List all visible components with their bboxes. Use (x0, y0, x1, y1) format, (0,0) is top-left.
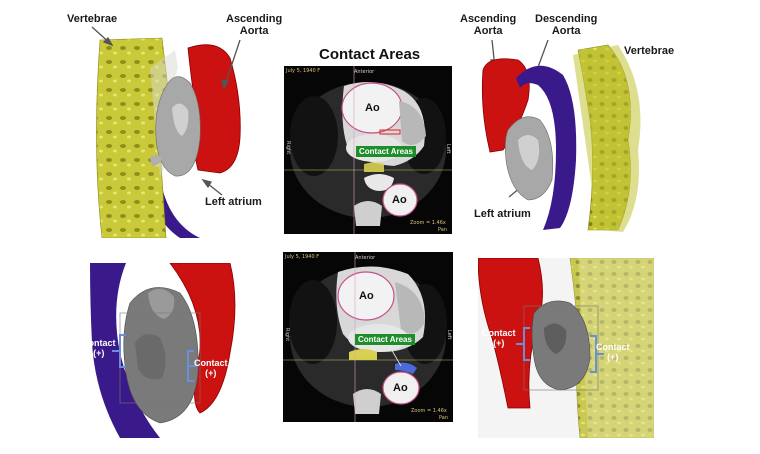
bl-contact-left: Contact (+) (90, 338, 116, 358)
ct-top-ao-lower: Ao (392, 194, 407, 206)
br-contact-left: Contact (+) (482, 328, 516, 348)
ct-top-zoom: Zoom = 1.46x (410, 220, 446, 226)
br-contact-right: Contact (+) (596, 342, 630, 362)
top-right-3d-svg (481, 44, 641, 232)
ct-top-ao-upper: Ao (365, 102, 380, 114)
ct-bottom-zoom: Zoom = 1.46x (411, 408, 447, 414)
label-descending-aorta-tr: Descending Aorta (535, 13, 598, 37)
label-vertebrae-tr: Vertebrae (624, 45, 675, 57)
ct-bottom-left: Left (446, 330, 452, 340)
ct-top-anterior: Anterior (354, 69, 375, 75)
ct-bottom-ao-lower: Ao (393, 382, 408, 394)
ct-bottom-ao-upper: Ao (359, 290, 374, 302)
ct-top-date: July 5, 1940 F (286, 68, 321, 74)
label-left-atrium-tr: Left atrium (474, 208, 531, 220)
bottom-left-brackets (112, 334, 196, 382)
ct-bottom-contact-badge: Contact Areas (355, 334, 415, 345)
ct-top-left: Left (445, 144, 451, 154)
top-left-3d-render (90, 28, 260, 238)
top-left-3d-svg (96, 37, 241, 238)
label-ascending-aorta-tl: Ascending Aorta (226, 13, 283, 37)
ct-bottom-right: Right (284, 328, 290, 342)
bottom-right-3d-render: Contact (+) Contact (+) (478, 258, 654, 438)
bottom-left-3d-render: Contact (+) Contact (+) (90, 263, 262, 438)
label-ascending-aorta-tr: Ascending Aorta (460, 13, 517, 37)
figure-title: Contact Areas (319, 46, 421, 63)
label-left-atrium-tl: Left atrium (205, 196, 262, 208)
bl-contact-right: Contact (+) (194, 358, 228, 378)
ct-scan-bottom: July 5, 1940 F Anterior Right Left Ao Ao… (283, 252, 453, 422)
ct-bottom-date: July 5, 1940 F (285, 254, 320, 260)
label-vertebrae-tl: Vertebrae (67, 13, 118, 25)
bottom-right-3d-svg (478, 258, 654, 438)
ct-top-pan: Pan (438, 227, 448, 233)
bottom-left-3d-svg (90, 263, 236, 438)
bottom-right-brackets (516, 327, 604, 373)
top-right-3d-render (478, 40, 678, 240)
ct-top-contact-badge: Contact Areas (356, 146, 416, 157)
ct-scan-top: July 5, 1940 F Anterior Right Left Ao Ao… (284, 66, 452, 234)
ct-top-right: Right (285, 141, 291, 155)
ct-bottom-anterior: Anterior (355, 255, 376, 261)
ct-bottom-pan: Pan (439, 415, 449, 421)
